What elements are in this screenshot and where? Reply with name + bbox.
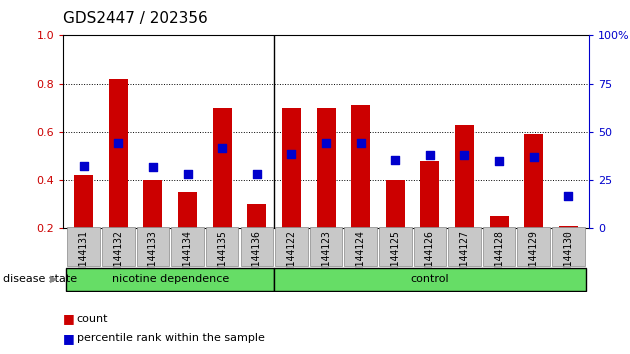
FancyBboxPatch shape xyxy=(552,227,585,267)
Text: ■: ■ xyxy=(63,312,75,325)
Bar xyxy=(144,180,163,228)
FancyBboxPatch shape xyxy=(379,227,411,267)
Point xyxy=(321,140,331,145)
Text: GSM144136: GSM144136 xyxy=(252,230,262,283)
Point xyxy=(425,152,435,158)
Point xyxy=(459,152,469,158)
Bar xyxy=(386,180,404,228)
Text: GSM144131: GSM144131 xyxy=(79,230,89,283)
FancyBboxPatch shape xyxy=(517,227,550,267)
Text: GSM144134: GSM144134 xyxy=(183,230,193,283)
Bar xyxy=(213,108,232,228)
Text: GSM144122: GSM144122 xyxy=(287,230,297,283)
Text: count: count xyxy=(77,314,108,324)
Point xyxy=(148,164,158,170)
Text: GSM144132: GSM144132 xyxy=(113,230,123,283)
Point xyxy=(113,140,123,145)
Bar xyxy=(524,134,543,228)
Text: GSM144130: GSM144130 xyxy=(563,230,573,283)
Point xyxy=(252,171,262,177)
Text: GSM144127: GSM144127 xyxy=(459,230,469,283)
Bar xyxy=(109,79,128,228)
Bar xyxy=(178,192,197,228)
FancyBboxPatch shape xyxy=(66,268,274,291)
Text: ■: ■ xyxy=(63,332,75,344)
Bar xyxy=(455,125,474,228)
Text: percentile rank within the sample: percentile rank within the sample xyxy=(77,333,265,343)
Text: GSM144128: GSM144128 xyxy=(494,230,504,283)
FancyBboxPatch shape xyxy=(137,227,169,267)
Bar xyxy=(490,216,508,228)
Text: ▶: ▶ xyxy=(50,274,58,284)
Bar xyxy=(282,108,301,228)
Point xyxy=(79,163,89,169)
FancyBboxPatch shape xyxy=(206,227,239,267)
Bar xyxy=(559,226,578,228)
Point xyxy=(183,171,193,177)
Bar xyxy=(248,204,266,228)
Text: GSM144133: GSM144133 xyxy=(148,230,158,283)
Bar xyxy=(316,108,336,228)
Text: GDS2447 / 202356: GDS2447 / 202356 xyxy=(63,11,208,25)
Point xyxy=(563,193,573,199)
FancyBboxPatch shape xyxy=(345,227,377,267)
FancyBboxPatch shape xyxy=(448,227,481,267)
FancyBboxPatch shape xyxy=(241,227,273,267)
Point xyxy=(494,158,504,164)
Text: nicotine dependence: nicotine dependence xyxy=(112,274,229,284)
FancyBboxPatch shape xyxy=(310,227,342,267)
FancyBboxPatch shape xyxy=(171,227,204,267)
Point xyxy=(355,140,365,145)
FancyBboxPatch shape xyxy=(413,227,446,267)
Point xyxy=(529,154,539,160)
FancyBboxPatch shape xyxy=(274,268,586,291)
FancyBboxPatch shape xyxy=(275,227,307,267)
Bar xyxy=(351,105,370,228)
FancyBboxPatch shape xyxy=(67,227,100,267)
Text: disease state: disease state xyxy=(3,274,77,284)
Text: GSM144129: GSM144129 xyxy=(529,230,539,283)
FancyBboxPatch shape xyxy=(483,227,515,267)
Text: GSM144124: GSM144124 xyxy=(355,230,365,283)
Text: GSM144125: GSM144125 xyxy=(390,230,400,283)
Point xyxy=(217,145,227,150)
FancyBboxPatch shape xyxy=(102,227,135,267)
Bar xyxy=(74,175,93,228)
Bar xyxy=(420,161,439,228)
Text: GSM144123: GSM144123 xyxy=(321,230,331,283)
Text: control: control xyxy=(411,274,449,284)
Point xyxy=(287,151,297,156)
Point xyxy=(390,157,400,162)
Text: GSM144126: GSM144126 xyxy=(425,230,435,283)
Text: GSM144135: GSM144135 xyxy=(217,230,227,283)
